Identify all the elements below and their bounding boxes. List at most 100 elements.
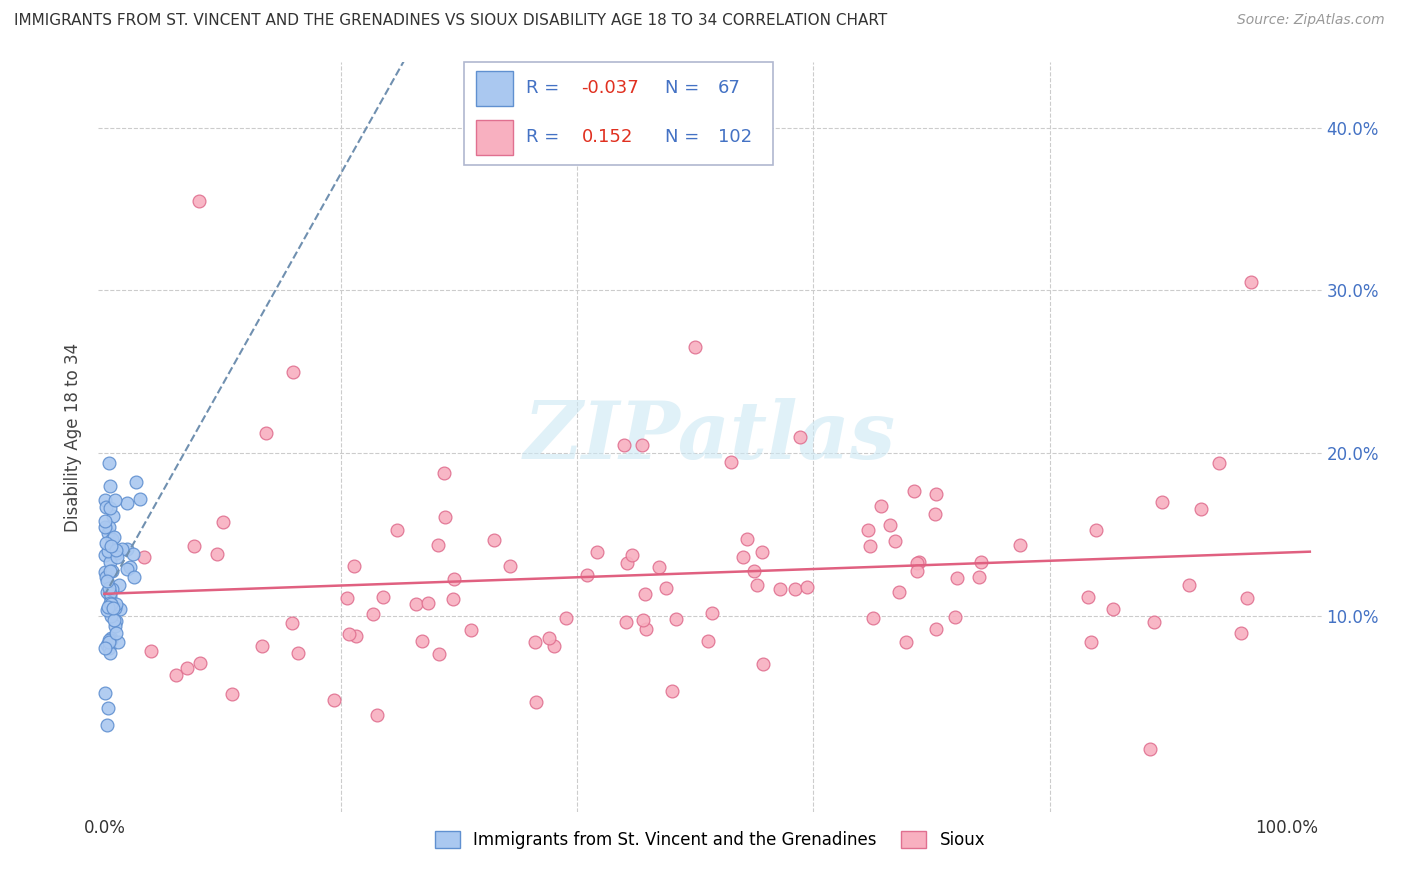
Point bbox=[785, 582, 807, 596]
Point bbox=[100, 596, 122, 610]
Point bbox=[373, 590, 395, 604]
Point bbox=[700, 606, 723, 620]
Point bbox=[661, 683, 683, 698]
Point bbox=[101, 508, 124, 523]
Point bbox=[139, 644, 162, 658]
Text: 102: 102 bbox=[717, 128, 752, 146]
Point bbox=[894, 635, 917, 649]
Point bbox=[499, 559, 522, 574]
Point bbox=[554, 611, 576, 625]
Point bbox=[905, 556, 928, 570]
Point bbox=[100, 646, 122, 660]
Point bbox=[96, 536, 118, 550]
Point bbox=[100, 609, 122, 624]
Point bbox=[405, 597, 427, 611]
Point bbox=[104, 626, 127, 640]
Point bbox=[1101, 601, 1123, 615]
Point bbox=[96, 603, 118, 617]
Point bbox=[98, 479, 121, 493]
Point bbox=[118, 559, 141, 574]
Point bbox=[103, 613, 125, 627]
Point bbox=[94, 493, 117, 508]
Point bbox=[115, 542, 138, 557]
Point bbox=[970, 555, 993, 569]
Point bbox=[96, 585, 118, 599]
Point bbox=[98, 500, 121, 515]
Point bbox=[129, 491, 152, 506]
Point bbox=[616, 556, 638, 570]
Point bbox=[751, 545, 773, 559]
Point bbox=[105, 597, 128, 611]
Point bbox=[115, 496, 138, 510]
Point bbox=[1084, 523, 1107, 537]
Point bbox=[1077, 591, 1099, 605]
Point bbox=[94, 570, 117, 584]
Point bbox=[205, 547, 228, 561]
Point bbox=[97, 701, 120, 715]
Point bbox=[100, 582, 122, 596]
Point bbox=[366, 707, 388, 722]
Point bbox=[575, 568, 598, 582]
Point bbox=[105, 543, 128, 558]
Point bbox=[1150, 495, 1173, 509]
Point bbox=[967, 570, 990, 584]
Point bbox=[132, 550, 155, 565]
Point bbox=[250, 639, 273, 653]
Point bbox=[97, 632, 120, 647]
Text: -0.037: -0.037 bbox=[582, 79, 640, 97]
Text: ZIPatlas: ZIPatlas bbox=[524, 399, 896, 475]
Point bbox=[427, 647, 450, 661]
Point bbox=[97, 640, 120, 655]
Point bbox=[322, 693, 344, 707]
Point bbox=[731, 549, 754, 564]
Point bbox=[96, 526, 118, 541]
Point bbox=[125, 475, 148, 490]
Point bbox=[98, 555, 121, 569]
Point bbox=[98, 581, 121, 595]
Point bbox=[101, 600, 124, 615]
Point bbox=[433, 510, 456, 524]
Point bbox=[796, 580, 818, 594]
Point bbox=[122, 570, 145, 584]
Point bbox=[94, 514, 117, 528]
Point bbox=[336, 591, 359, 606]
Point bbox=[903, 483, 925, 498]
Point bbox=[427, 538, 450, 552]
Point bbox=[107, 578, 129, 592]
Point bbox=[524, 695, 547, 709]
Point bbox=[1139, 741, 1161, 756]
Point bbox=[100, 540, 122, 554]
Point bbox=[856, 523, 879, 537]
Point bbox=[105, 549, 128, 564]
Point bbox=[96, 717, 118, 731]
Point bbox=[254, 425, 277, 440]
Text: R =: R = bbox=[526, 79, 565, 97]
Point bbox=[745, 578, 768, 592]
Point bbox=[905, 564, 928, 578]
Point bbox=[443, 572, 465, 586]
Point bbox=[752, 657, 775, 672]
Point bbox=[98, 595, 121, 609]
Point bbox=[104, 492, 127, 507]
Point bbox=[96, 500, 118, 515]
Point bbox=[768, 582, 790, 596]
Point bbox=[98, 564, 121, 578]
Point bbox=[121, 547, 143, 561]
Point bbox=[212, 515, 235, 529]
Point bbox=[94, 640, 117, 655]
Point bbox=[281, 615, 304, 630]
Point bbox=[482, 533, 505, 548]
Point bbox=[862, 611, 884, 625]
Point bbox=[631, 438, 654, 452]
Point bbox=[98, 589, 121, 603]
Point bbox=[101, 565, 124, 579]
Point bbox=[94, 566, 117, 580]
Point bbox=[1143, 615, 1166, 629]
Point bbox=[94, 686, 117, 700]
Point bbox=[187, 194, 209, 208]
Point bbox=[720, 454, 742, 468]
Point bbox=[879, 518, 901, 533]
Point bbox=[908, 555, 931, 569]
Text: N =: N = bbox=[665, 128, 704, 146]
Point bbox=[337, 627, 360, 641]
